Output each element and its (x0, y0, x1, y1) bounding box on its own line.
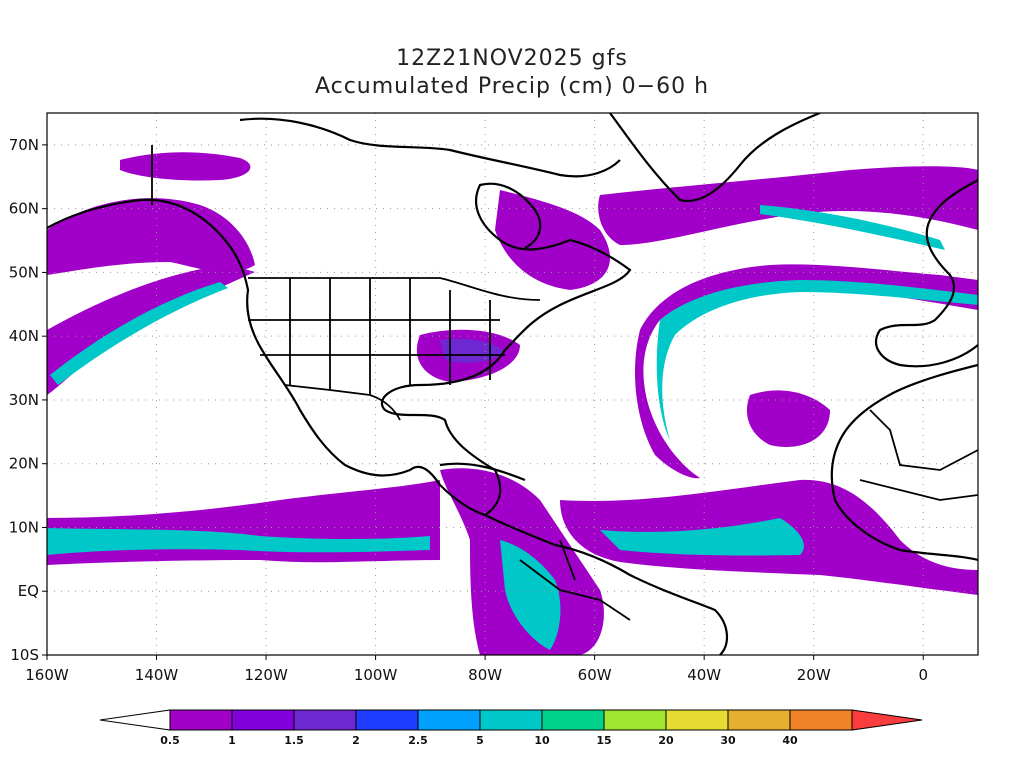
colorbar-label: 1.5 (284, 734, 304, 747)
colorbar-label: 20 (658, 734, 674, 747)
precip-area-alaska (120, 152, 251, 181)
lon-tick-label: 140W (135, 666, 179, 684)
lat-tick-label: 10N (9, 518, 39, 536)
lon-tick-label: 40W (687, 666, 721, 684)
precip-shading-layer (47, 152, 978, 655)
colorbar-swatch (665, 709, 729, 731)
coastline-europe (875, 179, 978, 368)
lon-tick-label: 20W (797, 666, 831, 684)
border-africa (859, 409, 978, 501)
colorbar-label: 2.5 (408, 734, 428, 747)
colorbar-swatch (479, 709, 543, 731)
border-us-canada (248, 277, 541, 301)
precip-area-itcz-pacific (47, 480, 440, 565)
precip-area-hudson (495, 190, 610, 290)
map-frame (46, 112, 979, 656)
coastline-africa (830, 363, 978, 562)
border-us-states (151, 145, 505, 395)
map-title-line-1: 12Z21NOV2025 gfs (396, 46, 628, 71)
precip-area-iceland-band (760, 205, 945, 250)
lon-tick-label: 100W (354, 666, 398, 684)
colorbar-swatch (603, 709, 667, 731)
longitude-axis-labels: 160W 140W 120W 100W 80W 60W 40W 20W 0 (25, 655, 928, 684)
colorbar-swatch (169, 709, 233, 731)
political-borders (151, 145, 978, 621)
colorbar-label: 0.5 (160, 734, 180, 747)
lat-tick-label: 20N (9, 455, 39, 473)
precip-area-north-atlantic (598, 166, 978, 479)
coastline-south-america (484, 514, 728, 655)
lat-tick-label: 70N (9, 136, 39, 154)
coastline-hudson-bay (475, 182, 542, 249)
colorbar-swatch (727, 709, 791, 731)
coastline-cuba (439, 462, 526, 482)
lon-tick-label: 120W (244, 666, 288, 684)
precip-area-north-atlantic-core (656, 280, 978, 440)
lon-tick-label: 80W (468, 666, 502, 684)
colorbar-label: 10 (534, 734, 550, 747)
lat-tick-label: 50N (9, 263, 39, 281)
lat-tick-label: 30N (9, 391, 39, 409)
precip-area-itcz-atlantic-core (600, 518, 804, 556)
lat-tick-label: 60N (9, 200, 39, 218)
coastline-arctic-archipelago (239, 117, 621, 178)
precip-area-south-america-core (500, 540, 561, 650)
colorbar-swatch (231, 709, 295, 731)
colorbar-swatch (355, 709, 419, 731)
precip-area-eastern-us-core (440, 338, 505, 363)
coastline-north-america-west (47, 198, 486, 517)
colorbar-label: 1 (228, 734, 236, 747)
precip-area-itcz-pacific-core (47, 528, 430, 555)
lat-tick-label: EQ (18, 582, 39, 600)
colorbar-upper-triangle (851, 709, 923, 731)
coastline-north-america-east (380, 238, 632, 516)
colorbar-swatch (541, 709, 605, 731)
colorbar-lower-triangle (99, 709, 171, 731)
precip-area-mid-atlantic (746, 390, 830, 447)
latitude-axis-labels: 10S EQ 10N 20N 30N 40N 50N 60N 70N (9, 136, 47, 664)
colorbar-swatch (293, 709, 357, 731)
border-south-america (519, 539, 631, 621)
colorbar-swatch (417, 709, 481, 731)
lon-tick-label: 60W (578, 666, 612, 684)
colorbar-label: 15 (596, 734, 611, 747)
coastline-greenland (609, 113, 821, 203)
colorbar-swatch (789, 709, 853, 731)
precip-area-pacific-band (47, 265, 255, 395)
colorbar-label: 40 (782, 734, 798, 747)
lon-tick-label: 0 (918, 666, 928, 684)
precip-colorbar: 0.5 1 1.5 2 2.5 5 10 15 20 30 40 (99, 709, 923, 747)
map-title-line-2: Accumulated Precip (cm) 0−60 h (314, 74, 710, 99)
lat-tick-label: 10S (10, 646, 39, 664)
colorbar-label: 2 (352, 734, 360, 747)
colorbar-label: 30 (720, 734, 736, 747)
coastlines (47, 113, 978, 655)
precip-area-gulf-of-alaska (47, 198, 255, 275)
colorbar-label: 5 (476, 734, 484, 747)
lat-tick-label: 40N (9, 327, 39, 345)
precip-area-pacific-band-core (50, 282, 228, 385)
lon-tick-label: 160W (25, 666, 69, 684)
